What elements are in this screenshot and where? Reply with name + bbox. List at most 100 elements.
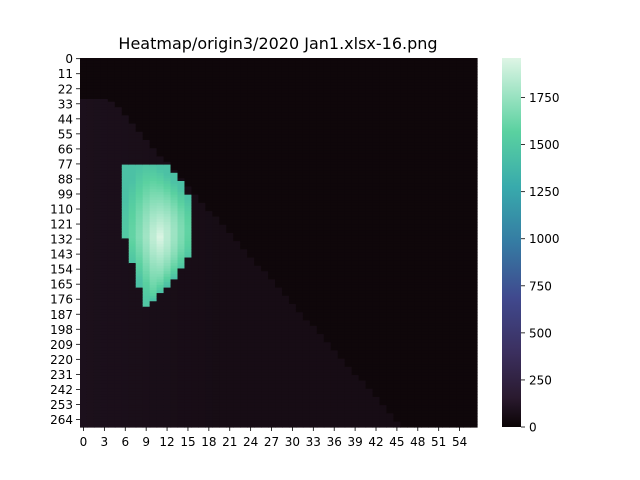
heatmap-cell: [288, 123, 297, 127]
heatmap-cell: [107, 399, 116, 403]
heatmap-cell: [177, 112, 186, 116]
heatmap-cell: [302, 230, 311, 234]
heatmap-cell: [100, 211, 109, 215]
heatmap-cell: [107, 137, 116, 141]
heatmap-cell: [309, 284, 318, 289]
heatmap-cell: [184, 148, 193, 152]
heatmap-cell: [261, 183, 269, 188]
heatmap-cell: [93, 58, 102, 62]
heatmap-cell: [226, 230, 234, 234]
heatmap-cell: [163, 413, 172, 417]
heatmap-cell: [212, 178, 220, 182]
heatmap-cell: [184, 293, 193, 297]
heatmap-cell: [309, 396, 318, 401]
heatmap-cell: [233, 60, 241, 65]
heatmap-cell: [80, 131, 88, 136]
heatmap-cell: [156, 323, 165, 327]
heatmap-cell: [80, 263, 88, 267]
heatmap-cell: [247, 358, 255, 362]
heatmap-cell: [275, 355, 283, 360]
heatmap-cell: [247, 186, 255, 190]
heatmap-cell: [135, 66, 144, 70]
heatmap-cell: [281, 273, 290, 278]
heatmap-cell: [184, 399, 193, 403]
heatmap-cell: [295, 118, 304, 122]
heatmap-cell: [295, 424, 304, 428]
heatmap-cell: [316, 202, 325, 207]
heatmap-cell: [198, 227, 206, 231]
heatmap-cell: [170, 60, 179, 65]
heatmap-cell: [156, 109, 165, 114]
heatmap-cell: [135, 331, 144, 335]
heatmap-cell: [80, 386, 88, 390]
heatmap-cell: [212, 339, 220, 343]
heatmap-cell: [107, 295, 116, 300]
heatmap-cell: [163, 101, 172, 106]
heatmap-cell: [149, 238, 158, 242]
heatmap-cell: [114, 342, 123, 346]
heatmap-cell: [288, 183, 297, 188]
heatmap-cell: [323, 148, 332, 152]
heatmap-cell: [281, 391, 290, 395]
heatmap-cell: [86, 167, 95, 171]
heatmap-cell: [149, 170, 158, 174]
heatmap-cell: [163, 197, 172, 201]
heatmap-cell: [163, 161, 172, 166]
heatmap-cell: [121, 364, 130, 368]
heatmap-cell: [170, 137, 179, 141]
heatmap-cell: [302, 366, 311, 371]
heatmap-cell: [219, 227, 227, 231]
heatmap-cell: [107, 118, 116, 122]
heatmap-cell: [295, 66, 304, 70]
heatmap-cell: [288, 413, 297, 417]
heatmap-cell: [86, 118, 95, 122]
heatmap-cell: [80, 260, 88, 264]
heatmap-cell: [114, 396, 123, 401]
heatmap-cell: [107, 238, 116, 242]
heatmap-cell: [156, 342, 165, 346]
heatmap-cell: [268, 355, 276, 360]
heatmap-cell: [316, 90, 325, 95]
heatmap-cell: [156, 386, 165, 390]
heatmap-cell: [302, 383, 311, 387]
heatmap-cell: [219, 334, 227, 338]
heatmap-cell: [268, 230, 276, 234]
heatmap-cell: [275, 282, 283, 286]
heatmap-cell: [121, 375, 130, 379]
heatmap-cell: [191, 405, 199, 409]
heatmap-cell: [247, 252, 255, 256]
heatmap-cell: [149, 399, 158, 403]
heatmap-cell: [281, 366, 290, 371]
heatmap-cell: [233, 235, 241, 239]
heatmap-cell: [142, 358, 151, 362]
heatmap-cell: [295, 172, 304, 177]
heatmap-cell: [288, 416, 297, 420]
heatmap-cell: [114, 345, 123, 349]
heatmap-cell: [247, 194, 255, 198]
heatmap-cell: [184, 386, 193, 390]
heatmap-cell: [100, 339, 109, 343]
heatmap-cell: [330, 137, 339, 141]
heatmap-cell: [268, 312, 276, 316]
heatmap-cell: [100, 358, 109, 362]
heatmap-cell: [191, 235, 199, 239]
heatmap-cell: [100, 347, 109, 352]
heatmap-cell: [100, 336, 109, 341]
heatmap-cell: [295, 230, 304, 234]
heatmap-cell: [198, 74, 206, 78]
heatmap-cell: [309, 391, 318, 395]
heatmap-cell: [198, 93, 206, 97]
heatmap-cell: [128, 200, 137, 204]
heatmap-cell: [247, 306, 255, 311]
heatmap-cell: [261, 314, 269, 319]
heatmap-cell: [330, 96, 339, 100]
heatmap-cell: [316, 366, 325, 371]
heatmap-cell: [323, 183, 332, 188]
heatmap-cell: [177, 265, 186, 270]
heatmap-cell: [226, 293, 234, 297]
heatmap-cell: [198, 194, 206, 198]
heatmap-cell: [205, 298, 213, 302]
heatmap-cell: [254, 405, 262, 409]
heatmap-cell: [254, 290, 262, 294]
heatmap-cell: [177, 273, 186, 278]
